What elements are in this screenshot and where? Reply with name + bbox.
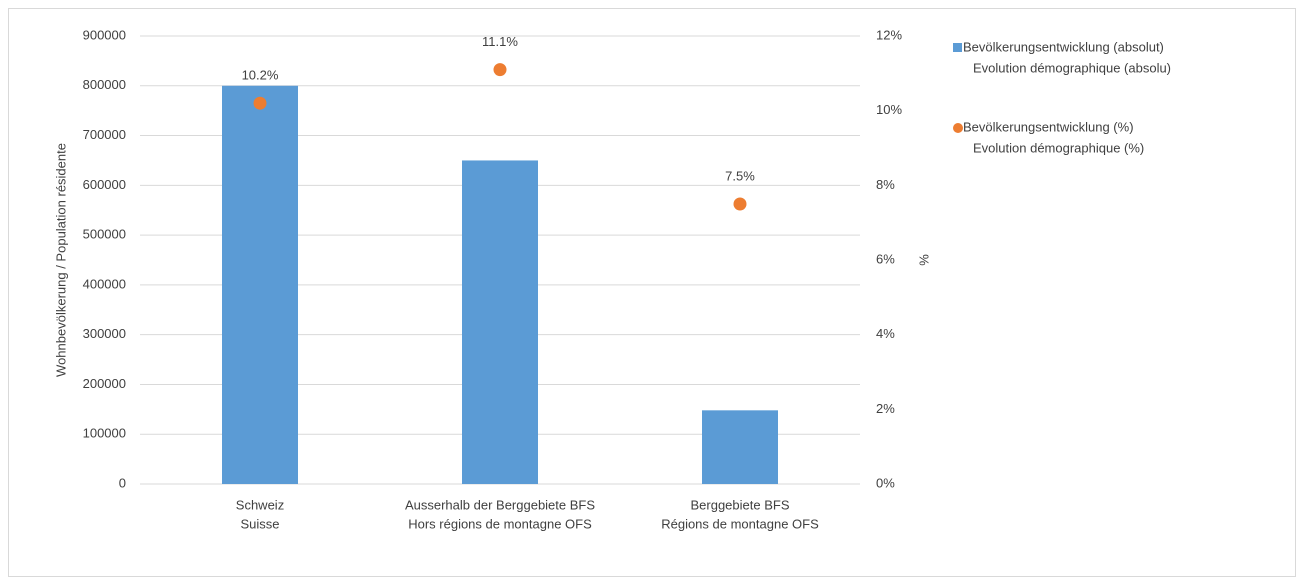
y2-tick-label: 0% <box>876 475 895 490</box>
dot <box>733 197 747 211</box>
x-tick-label: Régions de montagne OFS <box>661 516 819 531</box>
y-tick-label: 800000 <box>83 77 126 92</box>
chart-border <box>8 8 1296 577</box>
legend-swatch <box>953 123 963 133</box>
y-tick-label: 100000 <box>83 426 126 441</box>
y-tick-label: 200000 <box>83 376 126 391</box>
dot <box>493 63 507 77</box>
y2-tick-label: 12% <box>876 27 902 42</box>
x-tick-label: Suisse <box>240 516 279 531</box>
y-tick-label: 600000 <box>83 177 126 192</box>
legend-label: Evolution démographique (absolu) <box>973 60 1171 75</box>
dot <box>253 96 267 110</box>
data-label: 11.1% <box>482 34 518 49</box>
legend-label: Evolution démographique (%) <box>973 140 1144 155</box>
bar <box>702 410 778 484</box>
x-tick-label: Schweiz <box>236 497 284 512</box>
y2-tick-label: 10% <box>876 102 902 117</box>
y2-tick-label: 2% <box>876 401 895 416</box>
data-label: 10.2% <box>242 68 279 83</box>
legend-label: Bevölkerungsentwicklung (absolut) <box>963 39 1164 54</box>
y-tick-label: 300000 <box>83 326 126 341</box>
y-axis-title: Wohnbevölkerung / Population résidente <box>53 143 68 377</box>
legend-swatch <box>953 43 962 52</box>
x-tick-label: Hors régions de montagne OFS <box>408 516 592 531</box>
x-tick-label: Ausserhalb der Berggebiete BFS <box>405 497 595 512</box>
y-tick-label: 500000 <box>83 227 126 242</box>
y2-axis-title: % <box>916 254 931 266</box>
legend-label: Bevölkerungsentwicklung (%) <box>963 119 1134 134</box>
data-label: 7.5% <box>725 168 755 183</box>
y2-tick-label: 4% <box>876 326 895 341</box>
y-tick-label: 0 <box>119 475 126 490</box>
x-tick-label: Berggebiete BFS <box>690 497 789 512</box>
y2-tick-label: 6% <box>876 251 895 266</box>
y-tick-label: 900000 <box>83 27 126 42</box>
bar <box>462 160 538 484</box>
y2-tick-label: 8% <box>876 177 895 192</box>
y-tick-label: 400000 <box>83 276 126 291</box>
y-tick-label: 700000 <box>83 127 126 142</box>
bar <box>222 85 298 485</box>
